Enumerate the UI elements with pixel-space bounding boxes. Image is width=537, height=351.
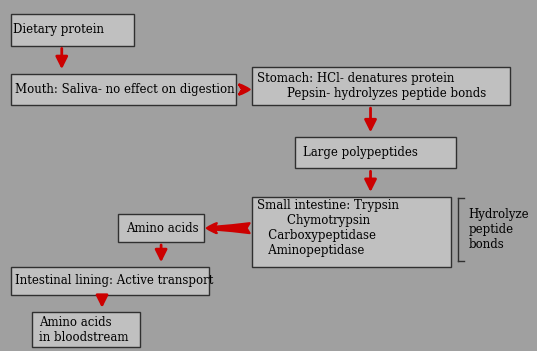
FancyBboxPatch shape <box>295 137 456 168</box>
Text: Dietary protein: Dietary protein <box>13 23 104 37</box>
Text: Hydrolyze
peptide
bonds: Hydrolyze peptide bonds <box>468 208 529 251</box>
FancyBboxPatch shape <box>252 67 510 105</box>
FancyBboxPatch shape <box>32 312 140 347</box>
Text: Mouth: Saliva- no effect on digestion: Mouth: Saliva- no effect on digestion <box>15 83 235 96</box>
Text: Small intestine: Trypsin
        Chymotrypsin
   Carboxypeptidase
   Aminopeptid: Small intestine: Trypsin Chymotrypsin Ca… <box>257 199 398 257</box>
Text: Large polypeptides: Large polypeptides <box>303 146 418 159</box>
Text: Stomach: HCl- denatures protein
        Pepsin- hydrolyzes peptide bonds: Stomach: HCl- denatures protein Pepsin- … <box>257 72 486 100</box>
FancyBboxPatch shape <box>11 14 134 46</box>
FancyBboxPatch shape <box>11 267 209 295</box>
FancyBboxPatch shape <box>252 197 451 267</box>
Text: Intestinal lining: Active transport: Intestinal lining: Active transport <box>15 274 213 287</box>
FancyBboxPatch shape <box>118 214 204 242</box>
FancyBboxPatch shape <box>11 74 236 105</box>
Text: Amino acids
in bloodstream: Amino acids in bloodstream <box>39 316 128 344</box>
Text: Amino acids: Amino acids <box>126 221 199 235</box>
